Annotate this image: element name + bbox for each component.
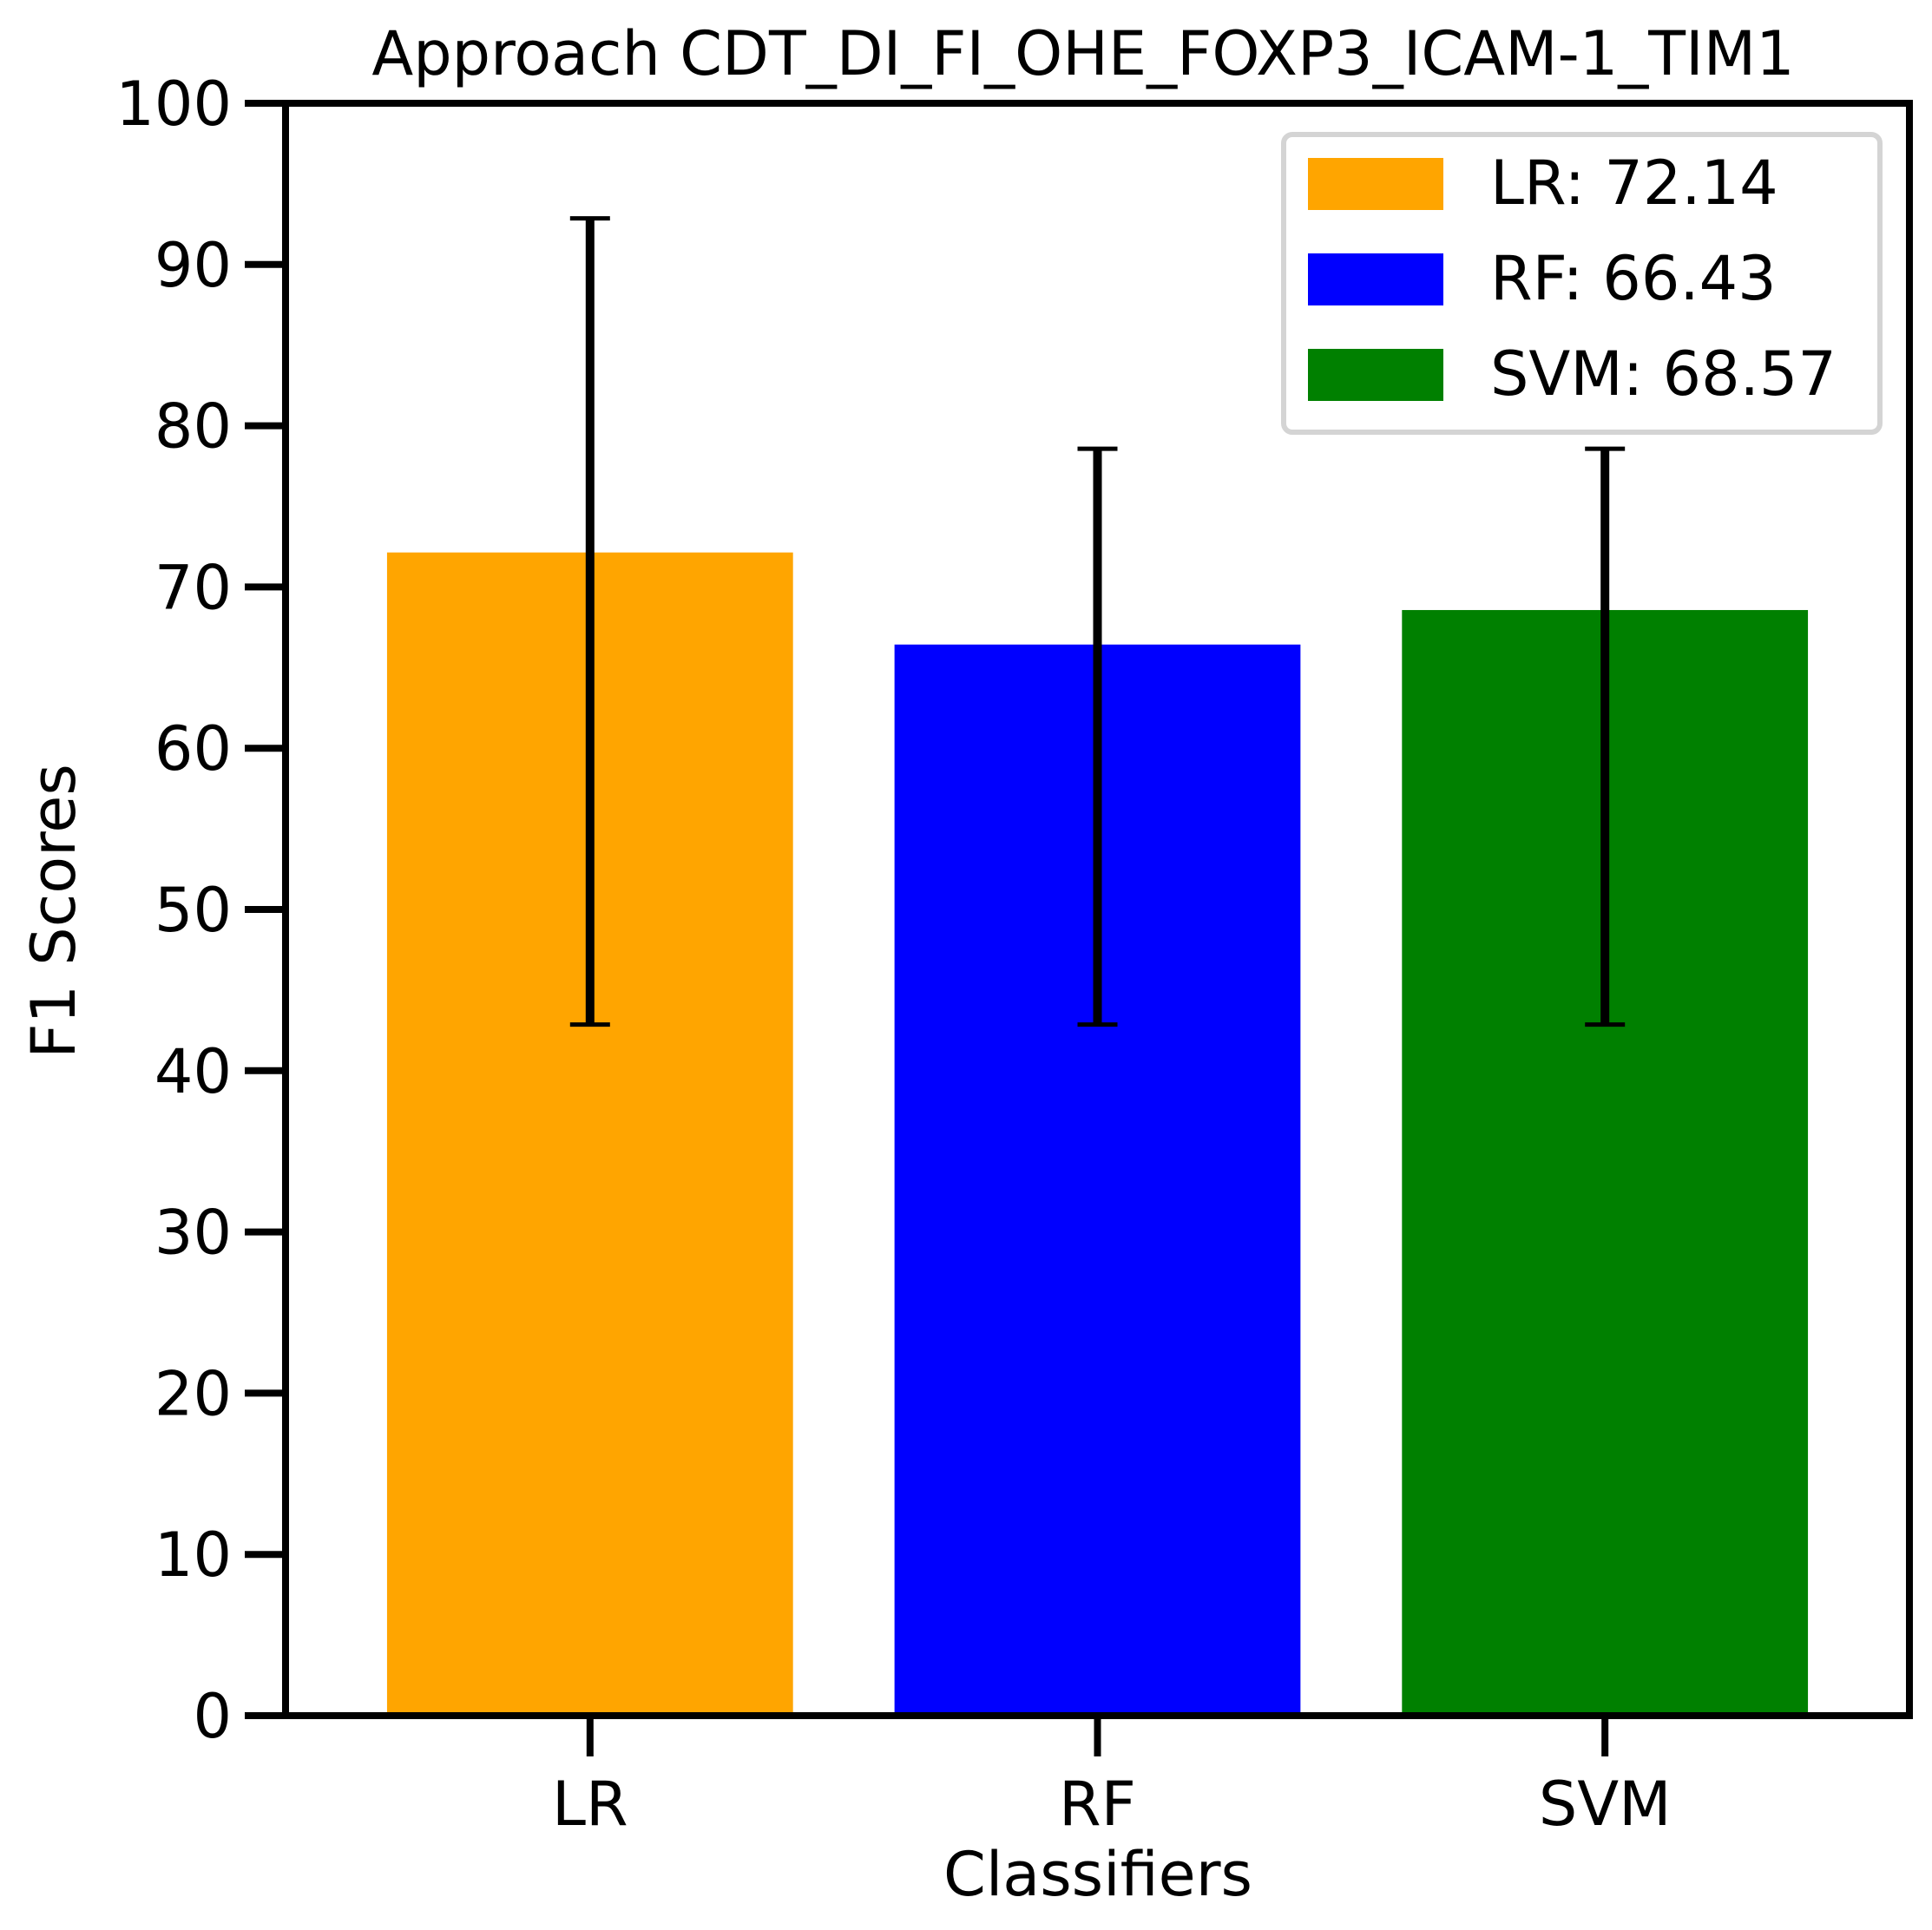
x-ticks-group: LR RF SVM: [552, 1716, 1672, 1840]
y-tick-label-10: 10: [154, 1520, 232, 1591]
y-tick-label-100: 100: [115, 69, 232, 140]
error-bars-group: [569, 216, 1626, 1027]
y-tick-label-0: 0: [193, 1681, 232, 1752]
x-axis-label: Classifiers: [943, 1839, 1252, 1910]
x-tick-label-rf: RF: [1059, 1769, 1136, 1840]
y-tick-label-30: 30: [154, 1198, 232, 1269]
y-tick-label-60: 60: [154, 713, 232, 784]
y-tick-label-20: 20: [154, 1358, 232, 1429]
legend-label-svm: SVM: 68.57: [1490, 338, 1837, 410]
legend-label-rf: RF: 66.43: [1490, 243, 1777, 314]
legend-label-lr: LR: 72.14: [1490, 148, 1778, 219]
legend-swatch-rf: [1308, 253, 1443, 305]
legend-swatch-svm: [1308, 349, 1443, 401]
x-tick-label-lr: LR: [552, 1769, 628, 1840]
legend-swatch-lr: [1308, 158, 1443, 210]
y-tick-label-40: 40: [154, 1036, 232, 1107]
y-tick-label-90: 90: [154, 230, 232, 301]
y-axis-label: F1 Scores: [18, 764, 89, 1059]
legend: LR: 72.14 RF: 66.43 SVM: 68.57: [1281, 132, 1883, 435]
y-tick-label-70: 70: [154, 552, 232, 623]
y-tick-label-50: 50: [154, 875, 232, 946]
plot-frame: [282, 100, 1913, 1719]
y-tick-label-80: 80: [154, 391, 232, 463]
y-ticks-group: 0 10 20 30 40 50 60 70 80 90 100: [115, 69, 286, 1752]
chart-title: Approach CDT_DI_FI_OHE_FOXP3_ICAM-1_TIM1: [371, 18, 1794, 89]
x-tick-label-svm: SVM: [1539, 1769, 1672, 1840]
